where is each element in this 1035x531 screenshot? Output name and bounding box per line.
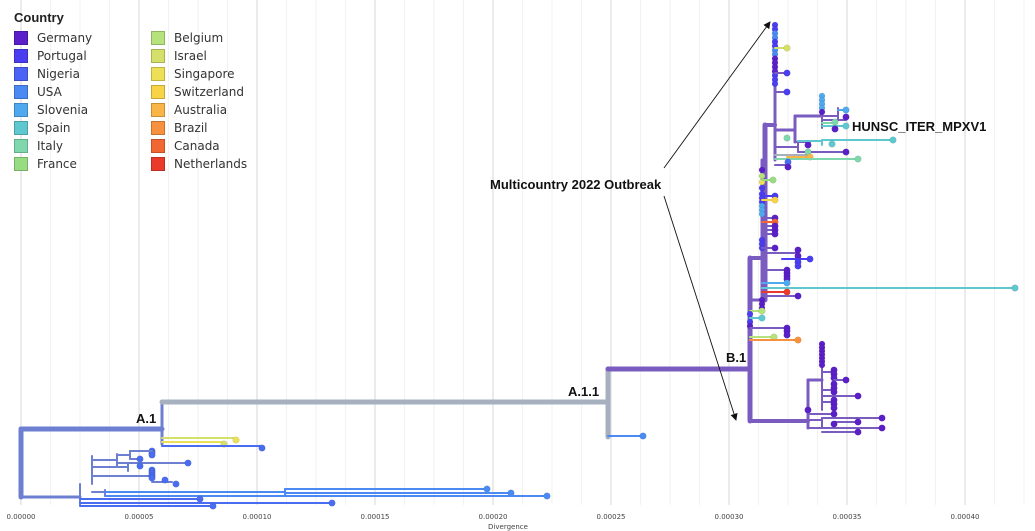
legend-label: Singapore [174,67,235,81]
legend-label: Italy [37,139,64,153]
legend-swatch [151,121,165,135]
legend-item-germany[interactable]: Germany [14,29,151,47]
legend-item-canada[interactable]: Canada [151,137,288,155]
legend-swatch [151,31,165,45]
legend-label: Belgium [174,31,224,45]
clade-label-a11: A.1.1 [568,384,600,399]
legend-label: Portugal [37,49,87,63]
legend-swatch [14,31,28,45]
legend-item-israel[interactable]: Israel [151,47,288,65]
legend-item-slovenia[interactable]: Slovenia [14,101,151,119]
legend-label: France [37,157,77,171]
legend-swatch [151,67,165,81]
clade-label-b1: B.1 [726,350,747,365]
x-axis-tick-label: 0.00030 [714,513,744,521]
legend-item-usa[interactable]: USA [14,83,151,101]
legend-item-belgium[interactable]: Belgium [151,29,288,47]
legend-item-australia[interactable]: Australia [151,101,288,119]
legend-swatch [14,157,28,171]
legend-label: Spain [37,121,71,135]
x-axis-tick-label: 0.00000 [6,513,36,521]
legend-label: Canada [174,139,220,153]
legend-label: Slovenia [37,103,89,117]
legend-item-brazil[interactable]: Brazil [151,119,288,137]
x-axis-title: Divergence [488,523,528,531]
x-axis-tick-label: 0.00020 [478,513,508,521]
clade-label-a1: A.1 [136,411,157,426]
legend-swatch [14,121,28,135]
x-axis-tick-label: 0.00035 [832,513,862,521]
legend-label: Australia [174,103,228,117]
legend: Country Germany Portugal Nigeria USA Sloveni… [14,10,288,173]
x-axis-tick-label: 0.00010 [242,513,272,521]
outbreak-annotation: Multicountry 2022 Outbreak [490,177,662,192]
legend-column: Belgium Israel Singapore Switzerland Austral… [151,29,288,173]
legend-label: Germany [37,31,93,45]
legend-item-portugal[interactable]: Portugal [14,47,151,65]
legend-column: Germany Portugal Nigeria USA Slovenia Spain It… [14,29,151,173]
legend-label: Netherlands [174,157,248,171]
legend-swatch [151,85,165,99]
legend-swatch [14,139,28,153]
legend-title: Country [14,10,64,25]
sample-annotation: HUNSC_ITER_MPXV1 [852,119,987,134]
legend-swatch [14,49,28,63]
legend-label: Nigeria [37,67,80,81]
legend-label: Brazil [174,121,208,135]
x-axis-tick-label: 0.00015 [360,513,390,521]
legend-item-switzerland[interactable]: Switzerland [151,83,288,101]
legend-item-netherlands[interactable]: Netherlands [151,155,288,173]
legend-swatch [14,67,28,81]
legend-swatch [151,103,165,117]
x-axis-tick-label: 0.00040 [950,513,980,521]
legend-items: Germany Portugal Nigeria USA Slovenia Spain It… [14,29,288,173]
legend-item-italy[interactable]: Italy [14,137,151,155]
legend-swatch [14,85,28,99]
legend-label: USA [37,85,62,99]
legend-swatch [151,157,165,171]
legend-item-france[interactable]: France [14,155,151,173]
legend-item-nigeria[interactable]: Nigeria [14,65,151,83]
legend-label: Israel [174,49,207,63]
x-axis-tick-label: 0.00005 [124,513,154,521]
legend-swatch [151,139,165,153]
legend-item-spain[interactable]: Spain [14,119,151,137]
legend-label: Switzerland [174,85,244,99]
legend-swatch [14,103,28,117]
legend-item-singapore[interactable]: Singapore [151,65,288,83]
legend-swatch [151,49,165,63]
x-axis-tick-label: 0.00025 [596,513,626,521]
